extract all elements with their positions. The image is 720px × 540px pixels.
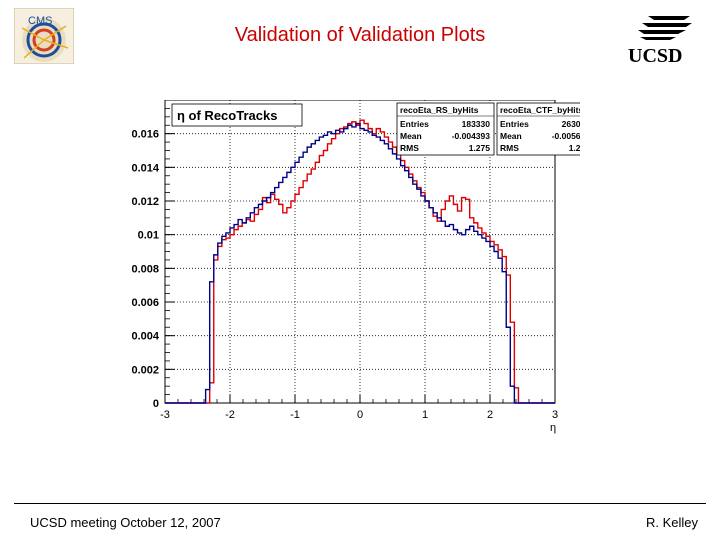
x-tick-label: 2 xyxy=(487,409,493,421)
cms-logo: CMS xyxy=(14,8,74,64)
svg-text:UCSD: UCSD xyxy=(628,45,682,67)
x-axis-label: η xyxy=(550,422,556,434)
y-tick-label: 0.004 xyxy=(131,331,159,343)
stats-value: -0.005631 xyxy=(552,131,580,141)
y-tick-label: 0.008 xyxy=(131,263,159,275)
x-tick-label: -3 xyxy=(160,409,170,421)
footer-author: R. Kelley xyxy=(645,515,698,530)
y-tick-label: 0.014 xyxy=(131,162,159,174)
stats-box xyxy=(396,102,495,156)
y-tick-label: 0.016 xyxy=(131,129,159,141)
stats-label: Entries xyxy=(500,119,529,129)
histogram-chart: -3 -2 -1 0 1 2 3 0 0.002 0.004 0.006 0.008 0.01 0.012… xyxy=(131,100,580,434)
slide-title: Validation of Validation Plots xyxy=(234,24,486,46)
svg-text:CMS: CMS xyxy=(28,15,52,27)
stats-box-name: recoEta_CTF_byHits xyxy=(500,105,580,115)
stats-value: 183330 xyxy=(462,119,491,129)
footer-divider xyxy=(14,503,706,504)
stats-label: RMS xyxy=(500,143,519,153)
stats-label: Mean xyxy=(400,131,422,141)
x-tick-label: -2 xyxy=(225,409,235,421)
y-tick-label: 0 xyxy=(153,398,159,410)
stats-box xyxy=(496,102,580,156)
stats-label: Mean xyxy=(500,131,522,141)
y-tick-label: 0.002 xyxy=(131,364,159,376)
ucsd-logo: UCSD xyxy=(628,16,692,67)
stats-label: RMS xyxy=(400,143,419,153)
stats-value: -0.004393 xyxy=(452,131,491,141)
y-tick-label: 0.006 xyxy=(131,297,159,309)
x-tick-label: 0 xyxy=(357,409,363,421)
stats-box-name: recoEta_RS_byHits xyxy=(400,105,479,115)
stats-value: 1.275 xyxy=(469,143,491,153)
x-tick-label: 1 xyxy=(422,409,428,421)
footer-meeting: UCSD meeting October 12, 2007 xyxy=(30,515,221,530)
stats-value: 1.286 xyxy=(569,143,580,153)
stats-label: Entries xyxy=(400,119,429,129)
stats-value: 263094 xyxy=(562,119,580,129)
x-tick-label: 3 xyxy=(552,409,558,421)
x-tick-label: -1 xyxy=(290,409,300,421)
chart-title-box xyxy=(171,103,303,127)
y-tick-label: 0.01 xyxy=(138,230,159,242)
series-line-recoEta_CTF_byHits xyxy=(165,122,555,404)
y-tick-label: 0.012 xyxy=(131,196,159,208)
chart-title: η of RecoTracks xyxy=(177,108,277,123)
